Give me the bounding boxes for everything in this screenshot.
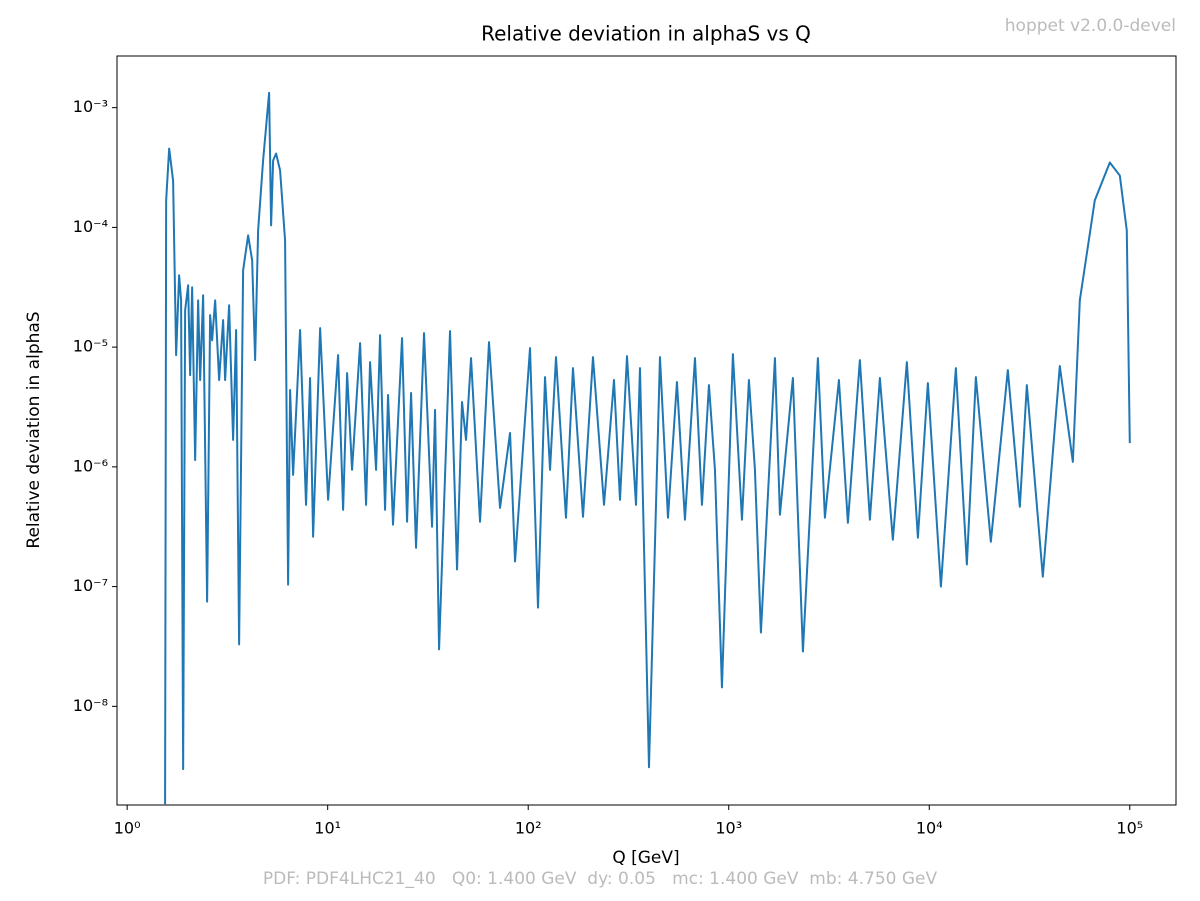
- x-tick-label: 10⁵: [1116, 819, 1143, 838]
- y-tick-label: 10⁻⁷: [73, 576, 108, 595]
- data-line: [164, 91, 1131, 805]
- footer-note: PDF: PDF4LHC21_40 Q0: 1.400 GeV dy: 0.05…: [263, 869, 938, 889]
- y-tick-label: 10⁻⁶: [73, 456, 108, 475]
- x-tick-label: 10⁰: [114, 819, 141, 838]
- y-tick-label: 10⁻⁸: [73, 696, 108, 715]
- x-tick-label: 10³: [715, 819, 742, 838]
- y-tick-label: 10⁻⁵: [73, 337, 108, 356]
- chart-title: Relative deviation in alphaS vs Q: [481, 22, 811, 46]
- x-tick-label: 10⁴: [916, 819, 943, 838]
- y-tick-label: 10⁻⁴: [73, 217, 108, 236]
- plot-frame: [116, 55, 1177, 806]
- x-axis-label: Q [GeV]: [612, 848, 679, 868]
- y-tick-label: 10⁻³: [73, 97, 108, 116]
- x-tick-label: 10¹: [314, 819, 341, 838]
- watermark: hoppet v2.0.0-devel: [1005, 16, 1176, 36]
- y-axis-label: Relative deviation in alphaS: [24, 311, 44, 548]
- x-tick-label: 10²: [515, 819, 542, 838]
